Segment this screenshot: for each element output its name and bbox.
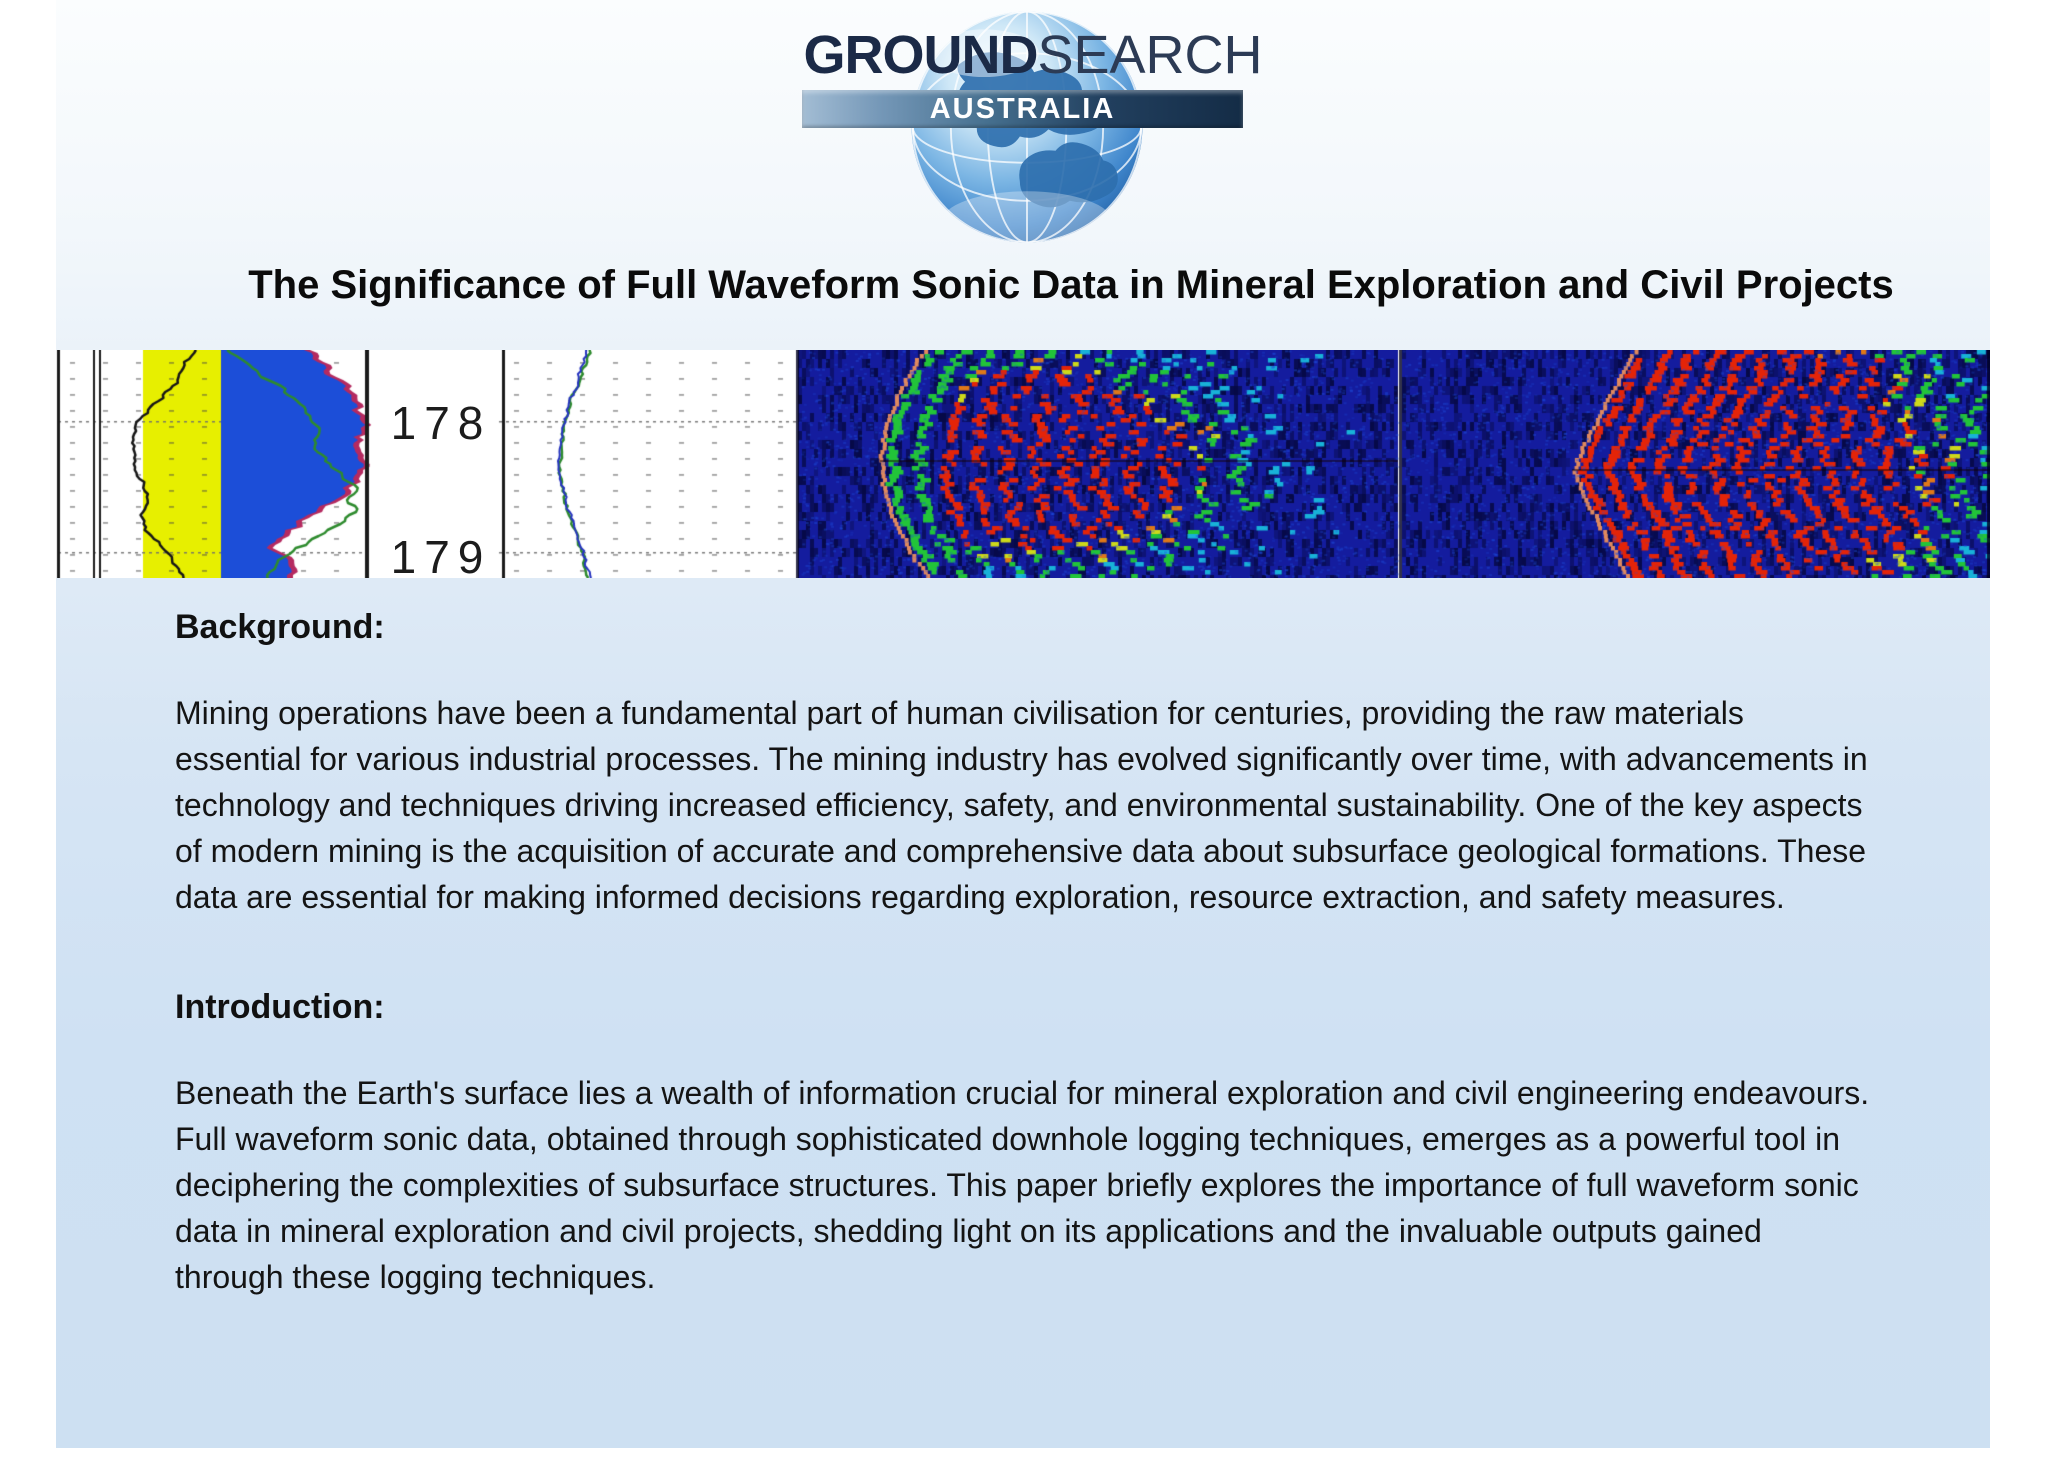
page-title: The Significance of Full Waveform Sonic … [248, 263, 1894, 307]
section-body-introduction: Beneath the Earth's surface lies a wealt… [175, 1075, 1870, 1295]
section-heading-background: Background: [175, 608, 385, 646]
australia-banner: AUSTRALIA [802, 90, 1243, 128]
logo-word-secondary: SEARCH [1037, 25, 1263, 85]
section-heading-introduction: Introduction: [175, 988, 385, 1026]
depth-label-179: 179 [390, 531, 492, 583]
depth-label-178: 178 [390, 397, 492, 449]
section-body-background: Mining operations have been a fundamenta… [175, 695, 1868, 915]
sonic-log-figure: 178 179 [56, 350, 1990, 583]
logo-wordmark: GROUNDSEARCH [803, 26, 1263, 84]
slide: AUSTRALIA GROUNDSEARCH The Significance … [56, 0, 1990, 1448]
sonic-log-canvas [56, 350, 1990, 578]
groundsearch-logo: AUSTRALIA GROUNDSEARCH [802, 0, 1263, 262]
logo-word-primary: GROUND [803, 25, 1038, 85]
globe-icon [908, 8, 1146, 246]
content: Background: Mining operations have been … [175, 604, 1887, 1364]
